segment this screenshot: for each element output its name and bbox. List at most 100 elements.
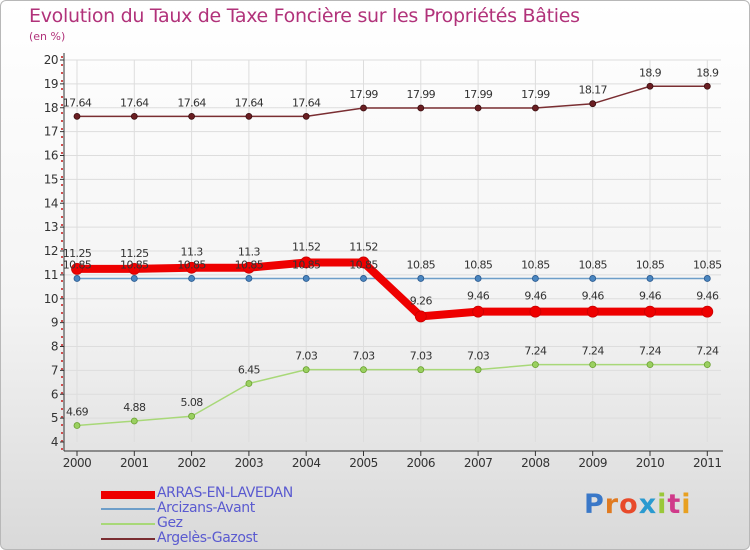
y-axis-dot [61, 296, 63, 298]
data-label-argel-s-gazost: 18.9 [696, 66, 719, 79]
data-point-argel-s-gazost [646, 82, 654, 90]
data-label-argel-s-gazost: 17.64 [235, 96, 264, 109]
data-point-argel-s-gazost [130, 112, 138, 120]
data-label-gez: 7.03 [295, 350, 318, 363]
data-point-arras-en-lavedan [357, 256, 370, 269]
y-axis-dot [61, 128, 63, 130]
y-tick-label: 8 [51, 340, 58, 354]
y-axis-dot [61, 136, 63, 138]
data-label-arras-en-lavedan: 11.25 [63, 247, 92, 260]
data-point-arras-en-lavedan [472, 305, 485, 318]
data-point-arras-en-lavedan [414, 310, 427, 323]
logo-letter: o [619, 489, 639, 520]
data-label-arras-en-lavedan: 11.3 [181, 246, 204, 259]
data-point-gez [646, 361, 654, 369]
unit-label: (en %) [29, 30, 66, 43]
x-tick-label: 2002 [177, 456, 206, 470]
data-label-gez: 7.24 [582, 345, 605, 358]
data-label-gez: 7.03 [410, 350, 433, 363]
data-label-gez: 4.88 [123, 401, 146, 414]
series-line-arras-en-lavedan [73, 258, 712, 321]
data-point-arcizans-avant [703, 275, 711, 282]
y-axis-dot [61, 112, 63, 114]
y-axis-dot [61, 88, 63, 90]
y-axis-dot [61, 176, 63, 178]
legend-label: Argelès-Gazost [157, 530, 258, 546]
x-tick-label: 2003 [235, 456, 264, 470]
y-tick-label: 18 [44, 101, 58, 115]
y-axis-dot [61, 152, 63, 154]
y-axis-dot [61, 72, 63, 74]
data-label-gez: 4.69 [66, 406, 89, 419]
data-point-gez [188, 412, 196, 420]
data-label-argel-s-gazost: 18.9 [639, 66, 662, 79]
x-tick-label: 2005 [349, 456, 378, 470]
y-tick-label: 15 [44, 172, 58, 186]
data-point-arcizans-avant [646, 275, 654, 282]
y-tick-label: 10 [44, 292, 58, 306]
series-line-gez [76, 363, 709, 427]
y-tick-label: 4 [51, 435, 58, 449]
data-label-arcizans-avant: 10.85 [177, 258, 206, 271]
y-axis-dot [61, 168, 63, 170]
y-axis-dot [61, 304, 63, 306]
y-tick-label: 9 [51, 316, 58, 330]
legend-swatch-gez [101, 523, 155, 525]
data-label-arcizans-avant: 10.85 [464, 258, 493, 271]
data-point-arcizans-avant [245, 275, 253, 282]
data-label-arcizans-avant: 10.85 [521, 258, 550, 271]
y-axis-dot [61, 368, 63, 370]
data-label-arcizans-avant: 10.85 [578, 258, 607, 271]
y-axis-dot [61, 392, 63, 394]
y-tick-label: 12 [44, 244, 58, 258]
y-axis-dot [61, 216, 63, 218]
y-axis-dot [61, 80, 63, 82]
data-point-gez [130, 417, 138, 425]
data-label-arcizans-avant: 10.85 [636, 258, 665, 271]
y-axis-dot [61, 104, 63, 106]
data-label-arras-en-lavedan: 9.46 [467, 290, 490, 303]
data-label-argel-s-gazost: 17.64 [292, 96, 321, 109]
data-point-gez [417, 366, 425, 374]
data-label-gez: 7.24 [696, 345, 719, 358]
data-point-argel-s-gazost [302, 112, 310, 120]
data-point-gez [73, 422, 81, 429]
x-tick-label: 2000 [63, 456, 92, 470]
y-axis-dot [61, 144, 63, 146]
data-point-arras-en-lavedan [701, 305, 714, 318]
y-axis-dot [61, 448, 63, 450]
y-tick-label: 11 [44, 268, 58, 282]
y-tick-label: 20 [44, 53, 58, 67]
data-label-arcizans-avant: 10.85 [292, 258, 321, 271]
y-axis-dot [61, 160, 63, 162]
y-axis-dot [61, 328, 63, 330]
data-label-arras-en-lavedan: 11.52 [292, 240, 321, 253]
data-point-arras-en-lavedan [242, 261, 255, 274]
data-point-gez [360, 366, 367, 374]
y-axis-dot [61, 360, 63, 362]
y-axis-dot [61, 312, 63, 314]
data-label-arras-en-lavedan: 9.26 [410, 294, 433, 307]
data-label-gez: 7.03 [352, 350, 375, 363]
y-axis-dot [61, 64, 63, 66]
data-label-arcizans-avant: 10.85 [235, 258, 264, 271]
y-axis-dot [61, 400, 63, 402]
y-axis-dot [61, 224, 63, 226]
data-point-argel-s-gazost [360, 104, 367, 112]
data-point-gez [589, 361, 597, 369]
y-axis-dot [61, 56, 63, 58]
y-axis-dot [61, 416, 63, 418]
x-tick-label: 2004 [292, 456, 321, 470]
y-tick-label: 16 [44, 149, 58, 163]
legend-swatch-arcizans [101, 508, 155, 510]
data-label-arcizans-avant: 10.85 [120, 258, 149, 271]
data-point-argel-s-gazost [589, 100, 597, 108]
data-point-argel-s-gazost [703, 82, 711, 90]
data-label-gez: 7.24 [639, 345, 662, 358]
data-point-arras-en-lavedan [586, 305, 599, 318]
data-label-arras-en-lavedan: 11.3 [238, 246, 261, 259]
data-label-arcizans-avant: 10.85 [349, 258, 378, 271]
x-tick-label: 2008 [521, 456, 550, 470]
y-axis-dot [61, 240, 63, 242]
